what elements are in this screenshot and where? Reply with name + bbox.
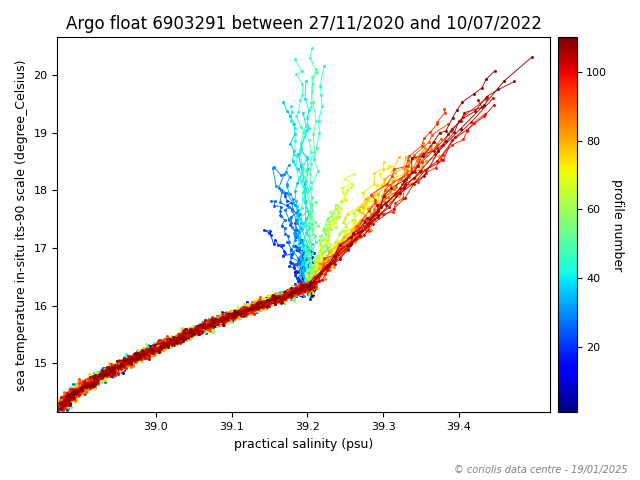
Y-axis label: profile number: profile number: [611, 179, 624, 271]
Y-axis label: sea temperature in-situ its-90 scale (degree_Celsius): sea temperature in-situ its-90 scale (de…: [15, 59, 28, 391]
Title: Argo float 6903291 between 27/11/2020 and 10/07/2022: Argo float 6903291 between 27/11/2020 an…: [66, 15, 541, 33]
Text: © coriolis data centre - 19/01/2025: © coriolis data centre - 19/01/2025: [454, 465, 627, 475]
X-axis label: practical salinity (psu): practical salinity (psu): [234, 438, 373, 451]
